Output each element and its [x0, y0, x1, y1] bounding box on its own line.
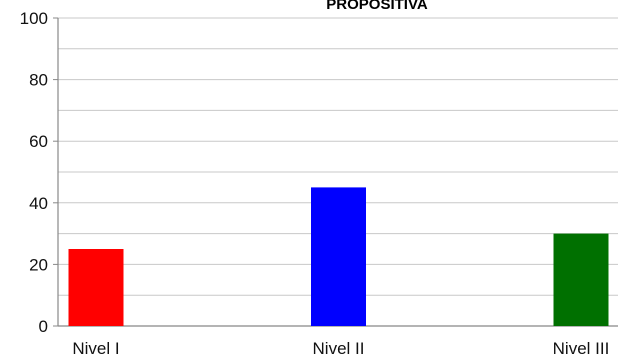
bar-nivel-ii [311, 187, 366, 326]
bars [68, 187, 609, 326]
y-tick-label: 60 [29, 132, 48, 151]
y-tick-label: 40 [29, 194, 48, 213]
x-category-label: Nivel I [72, 339, 119, 358]
x-axis-labels: Nivel I Nivel II Nivel III [72, 339, 609, 358]
y-tick-label: 100 [20, 9, 48, 28]
y-tick-label: 20 [29, 255, 48, 274]
x-category-label: Nivel III [553, 339, 610, 358]
x-category-label: Nivel II [313, 339, 365, 358]
chart-title: PROPOSITIVA [326, 0, 428, 13]
bar-nivel-i [68, 249, 124, 326]
y-axis-ticks: 0 20 40 60 80 100 [20, 9, 58, 336]
bar-nivel-iii [553, 233, 609, 326]
y-tick-label: 0 [39, 317, 48, 336]
y-tick-label: 80 [29, 71, 48, 90]
gridlines [58, 17, 618, 296]
